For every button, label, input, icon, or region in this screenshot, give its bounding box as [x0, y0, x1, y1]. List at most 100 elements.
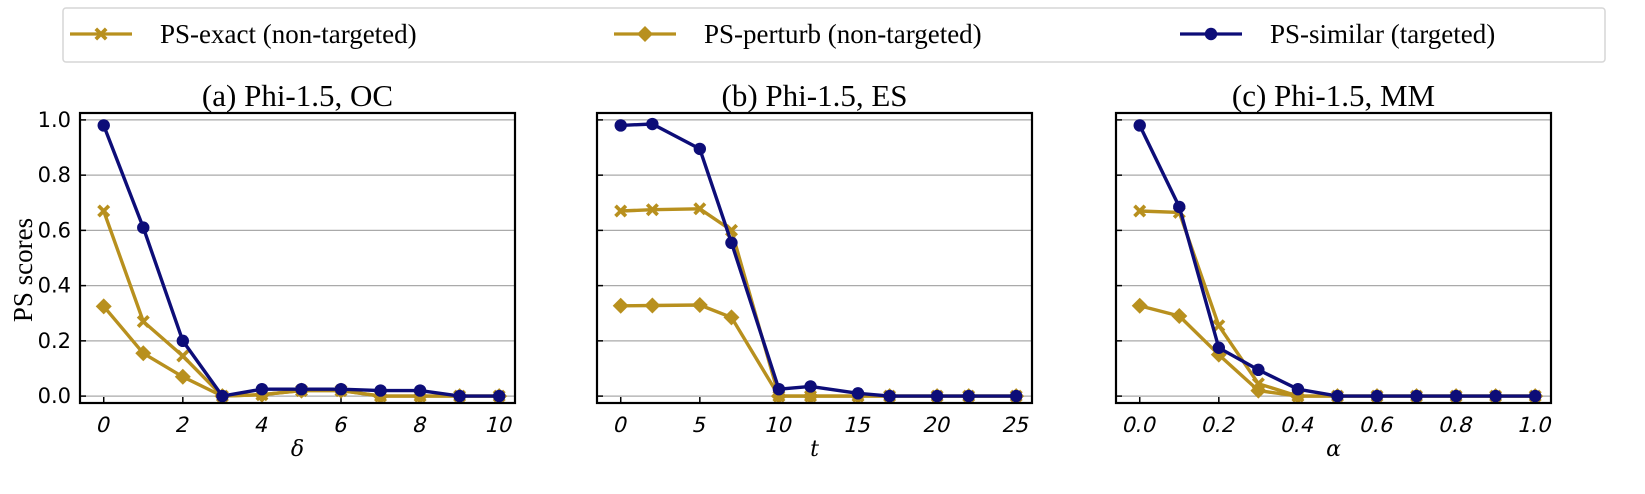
data-point	[691, 296, 708, 313]
x-axis-label: δ	[291, 437, 304, 462]
data-point	[413, 384, 427, 397]
data-point	[176, 349, 190, 363]
legend-label: PS-perturb (non-targeted)	[704, 19, 982, 49]
legend-label: PS-exact (non-targeted)	[160, 19, 417, 49]
chart-panel: (c) Phi-1.5, MM 0.0 0.2 0.4 0.6 0.8 1.0 α	[1114, 78, 1555, 462]
legend-item: PS-perturb (non-targeted)	[614, 19, 982, 49]
data-point	[1250, 382, 1267, 399]
series-line	[1139, 209, 1536, 398]
data-point	[1133, 119, 1146, 132]
data-point	[1291, 382, 1305, 396]
legend-marker	[94, 27, 108, 41]
data-point	[374, 384, 387, 397]
data-point	[97, 204, 111, 218]
chart-title: (c) Phi-1.5, MM	[1232, 78, 1435, 113]
y-tick-label: 0.4	[38, 274, 71, 298]
data-point	[930, 389, 944, 403]
series-line	[1139, 304, 1536, 398]
data-point	[136, 315, 150, 328]
legend-marker	[1204, 27, 1218, 41]
data-point	[1133, 204, 1147, 218]
x-tick-label: 2	[173, 413, 192, 438]
data-point	[962, 389, 975, 403]
data-point	[176, 334, 190, 348]
legend-label: PS-similar (targeted)	[1270, 19, 1495, 49]
series-line	[1138, 124, 1536, 398]
data-point	[1331, 389, 1344, 403]
data-point	[851, 387, 865, 400]
data-point	[1528, 389, 1542, 403]
x-tick-label: 8	[410, 413, 429, 438]
y-axis-label: PS scores	[8, 218, 38, 322]
series	[1133, 204, 1542, 403]
y-tick-label: 1.0	[38, 108, 71, 132]
data-point	[97, 119, 110, 132]
chart-title: (a) Phi-1.5, OC	[202, 78, 393, 113]
x-axis-label: t	[810, 437, 819, 462]
y-tick-label: 0.2	[38, 329, 71, 353]
data-point	[95, 298, 112, 315]
data-point	[723, 309, 740, 326]
series-line	[620, 303, 1017, 398]
data-point	[644, 297, 661, 314]
data-point	[1173, 200, 1186, 214]
x-tick-label: 1.0	[1515, 413, 1555, 438]
chart-title: (b) Phi-1.5, ES	[722, 78, 908, 113]
x-tick-label: 25	[1000, 413, 1033, 438]
x-axis-label: α	[1326, 437, 1341, 462]
series	[1133, 119, 1542, 403]
data-point	[1009, 389, 1023, 403]
data-point	[1212, 319, 1226, 333]
x-tick-label: 0	[611, 413, 630, 438]
legend-marker	[637, 26, 653, 42]
data-point	[135, 345, 152, 362]
data-point	[883, 389, 896, 403]
data-point	[1449, 389, 1463, 403]
data-point	[1410, 389, 1423, 403]
legend: PS-exact (non-targeted) PS-perturb (non-t…	[62, 7, 1606, 63]
y-tick-label: 0.0	[38, 384, 71, 408]
x-tick-label: 4	[252, 413, 271, 438]
legend-item: PS-exact (non-targeted)	[70, 19, 417, 49]
x-tick-label: 0.8	[1436, 413, 1476, 438]
data-point	[1252, 363, 1265, 377]
x-tick-label: 15	[841, 413, 874, 438]
x-tick-label: 6	[331, 413, 350, 438]
data-point	[693, 142, 707, 156]
y-tick-label: 0.6	[38, 218, 71, 242]
data-point	[804, 380, 817, 393]
series-line	[102, 124, 500, 398]
data-point	[137, 221, 150, 234]
data-point	[645, 203, 659, 217]
chart-panel: (a) Phi-1.5, OC 0.0 0.2 0.4 0.6 0.8 1.0 0 2 4 6 8 10…	[38, 78, 517, 462]
series	[614, 202, 1023, 403]
x-tick-label: 10	[483, 413, 516, 438]
data-point	[453, 389, 466, 403]
plot-frame	[78, 111, 517, 405]
data-point	[1489, 389, 1502, 403]
series	[97, 204, 506, 403]
legend-item: PS-similar (targeted)	[1180, 19, 1495, 49]
x-tick-label: 0.6	[1357, 413, 1397, 438]
data-point	[646, 117, 659, 131]
x-tick-label: 0.4	[1278, 413, 1318, 438]
x-tick-label: 0.2	[1199, 413, 1239, 438]
series-line	[102, 210, 500, 398]
data-point	[1370, 389, 1384, 403]
data-point	[772, 382, 786, 396]
data-point	[255, 382, 269, 396]
data-point	[216, 389, 229, 403]
series	[614, 117, 1023, 403]
data-point	[693, 202, 707, 216]
data-point	[492, 389, 506, 403]
x-tick-label: 5	[690, 413, 709, 438]
data-point	[295, 382, 308, 396]
x-tick-label: 0.0	[1120, 413, 1160, 438]
series-line	[620, 122, 1017, 398]
data-point	[1131, 297, 1148, 314]
data-point	[612, 297, 629, 314]
data-point	[1212, 341, 1226, 354]
data-point	[614, 204, 628, 218]
x-tick-label: 0	[94, 413, 113, 438]
